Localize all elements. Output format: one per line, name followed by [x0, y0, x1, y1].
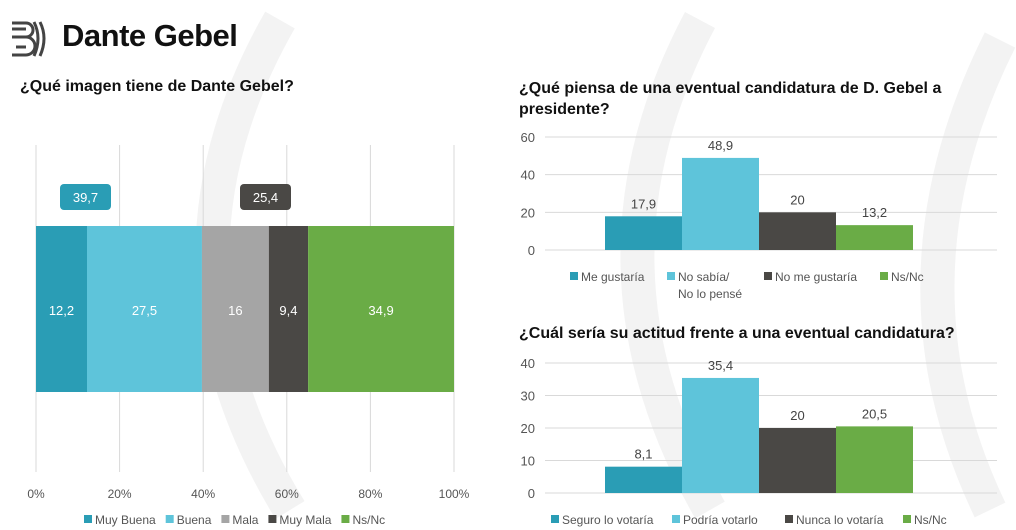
annotation-label: 39,7	[73, 190, 98, 205]
annotation-box	[60, 184, 111, 210]
legend-label: Buena	[177, 513, 212, 527]
legend-swatch	[570, 272, 578, 280]
bar-segment	[201, 226, 269, 392]
bar-segment	[86, 226, 202, 392]
data-label: 13,2	[862, 205, 887, 220]
bar	[759, 428, 836, 493]
chart3-title: ¿Cuál sería su actitud frente a una even…	[519, 325, 955, 342]
legend-label-line2: No lo pensé	[678, 287, 742, 301]
legend-swatch	[551, 515, 559, 523]
y-tick-label: 10	[521, 454, 535, 469]
legend-label: Ns/Nc	[914, 513, 947, 527]
legend-swatch	[880, 272, 888, 280]
legend-swatch	[764, 272, 772, 280]
data-label: 48,9	[708, 138, 733, 153]
bar	[836, 225, 913, 250]
legend-label: Seguro lo votaría	[562, 513, 654, 527]
legend-swatch	[672, 515, 680, 523]
legend-label: Podría votarlo	[683, 513, 758, 527]
annotation-box	[240, 184, 291, 210]
x-tick-label: 100%	[439, 487, 470, 501]
bar	[682, 157, 759, 250]
bar	[836, 426, 913, 493]
legend-swatch	[165, 515, 174, 523]
legend-label: Me gustaría	[581, 270, 645, 284]
bar	[605, 466, 682, 493]
legend-label: No me gustaría	[775, 270, 857, 284]
legend-swatch	[268, 515, 277, 523]
legend-label: Ns/Nc	[352, 513, 385, 527]
x-tick-label: 40%	[191, 487, 215, 501]
data-label: 35,4	[708, 358, 733, 373]
legend-label: Nunca lo votaría	[796, 513, 884, 527]
y-tick-label: 40	[521, 356, 535, 371]
y-tick-label: 0	[528, 243, 535, 258]
legend-label: Muy Mala	[279, 513, 331, 527]
x-tick-label: 0%	[27, 487, 45, 501]
legend-label: Muy Buena	[95, 513, 156, 527]
page-title: Dante Gebel	[62, 18, 238, 53]
y-tick-label: 40	[521, 168, 535, 183]
data-label: 9,4	[279, 303, 297, 318]
data-label: 34,9	[368, 303, 393, 318]
annotation-label: 25,4	[253, 190, 278, 205]
chart1-title: ¿Qué imagen tiene de Dante Gebel?	[20, 78, 294, 95]
x-tick-label: 80%	[358, 487, 382, 501]
legend-swatch	[903, 515, 911, 523]
data-label: 12,2	[49, 303, 74, 318]
data-label: 8,1	[634, 447, 652, 462]
data-label: 20,5	[862, 406, 887, 421]
data-label: 20	[790, 192, 804, 207]
legend-swatch	[341, 515, 350, 523]
y-tick-label: 20	[521, 205, 535, 220]
bar-segment	[268, 226, 309, 392]
y-tick-label: 30	[521, 389, 535, 404]
legend-label: Mala	[232, 513, 258, 527]
legend-swatch	[785, 515, 793, 523]
x-tick-label: 60%	[275, 487, 299, 501]
data-label: 20	[790, 408, 804, 423]
data-label: 27,5	[132, 303, 157, 318]
legend-label: No sabía/	[678, 270, 730, 284]
x-tick-label: 20%	[108, 487, 132, 501]
bar-segment	[308, 226, 454, 392]
y-tick-label: 20	[521, 421, 535, 436]
bar	[759, 212, 836, 250]
brand-logo	[12, 21, 46, 57]
chart2-title: ¿Qué piensa de una eventual candidatura …	[519, 80, 942, 118]
data-label: 17,9	[631, 196, 656, 211]
data-label: 16	[228, 303, 242, 318]
y-tick-label: 0	[528, 486, 535, 501]
legend-swatch	[667, 272, 675, 280]
legend-swatch	[84, 515, 92, 523]
bar	[682, 377, 759, 493]
bar	[605, 216, 682, 250]
bar-segment	[36, 226, 87, 392]
y-tick-label: 60	[521, 130, 535, 145]
legend-label: Ns/Nc	[891, 270, 924, 284]
legend-swatch	[221, 515, 230, 523]
